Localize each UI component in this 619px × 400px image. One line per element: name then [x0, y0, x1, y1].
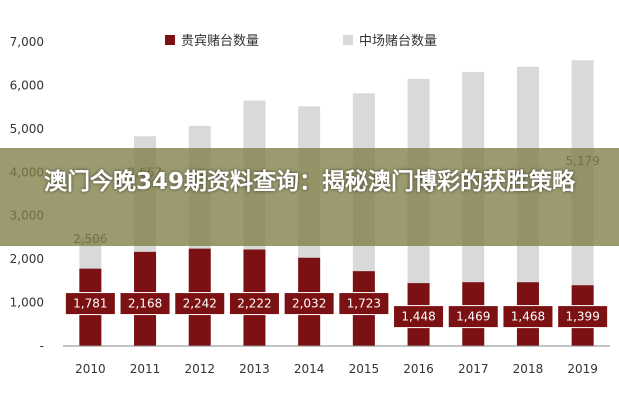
x-tick-label: 2010 [75, 362, 106, 376]
y-tick-label: 2,000 [10, 252, 44, 266]
x-tick-label: 2013 [239, 362, 270, 376]
vip-label-box [64, 292, 116, 316]
legend-swatch-mass [343, 35, 353, 45]
vip-label-box [119, 292, 171, 316]
vip-data-label: 1,781 [73, 297, 107, 311]
x-axis: 2010 2011 2012 2013 2014 2015 2016 2017 2018 2019 [75, 362, 598, 376]
x-tick-label: 2019 [567, 362, 598, 376]
vip-label-box [228, 292, 280, 316]
x-tick-label: 2018 [513, 362, 544, 376]
y-tick-label: 1,000 [10, 296, 44, 310]
vip-label-box [502, 305, 554, 329]
vip-label-box [393, 305, 445, 329]
vip-data-label: 1,399 [565, 310, 599, 324]
legend-swatch-vip [165, 35, 175, 45]
y-tick-label: - [40, 339, 44, 353]
vip-label-box [174, 292, 226, 316]
vip-label-box [557, 305, 609, 329]
vip-label-box [338, 292, 390, 316]
vip-label-box [283, 292, 335, 316]
vip-data-label: 2,242 [183, 297, 217, 311]
vip-data-label: 1,448 [401, 310, 435, 324]
vip-data-label: 2,032 [292, 297, 326, 311]
x-tick-label: 2017 [458, 362, 489, 376]
vip-data-label: 2,168 [128, 297, 162, 311]
vip-data-label: 1,723 [347, 297, 381, 311]
vip-label-box [447, 305, 499, 329]
y-tick-label: 5,000 [10, 122, 44, 136]
legend-label-mass: 中场赌台数量 [359, 34, 437, 49]
y-tick-label: 7,000 [10, 35, 44, 49]
x-tick-label: 2016 [403, 362, 434, 376]
x-tick-label: 2015 [349, 362, 380, 376]
vip-data-label: 2,222 [237, 297, 271, 311]
headline-text: 澳门今晚349期资料查询：揭秘澳门博彩的获胜策略 [43, 169, 575, 195]
x-tick-label: 2014 [294, 362, 325, 376]
vip-data-label: 1,469 [456, 310, 490, 324]
x-tick-label: 2012 [184, 362, 215, 376]
headline-banner [0, 148, 619, 246]
vip-bars: 1,781 2,168 2,242 2,222 2,032 1,723 1,448 1,469… [64, 248, 609, 346]
y-tick-label: 6,000 [10, 78, 44, 92]
vip-data-label: 1,468 [511, 310, 545, 324]
legend: 贵宾赌台数量 中场赌台数量 [165, 33, 437, 49]
legend-label-vip: 贵宾赌台数量 [181, 33, 259, 49]
x-tick-label: 2011 [130, 362, 161, 376]
